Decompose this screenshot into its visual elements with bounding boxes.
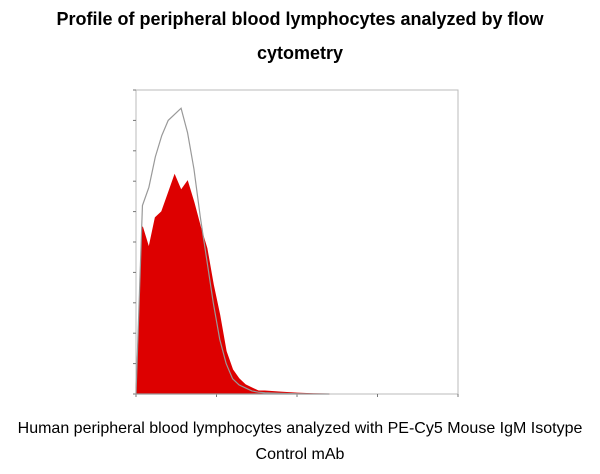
chart-caption: Human peripheral blood lymphocytes analy…: [17, 420, 583, 463]
chart-title: Profile of peripheral blood lymphocytes …: [56, 9, 544, 63]
series-filled-area: [135, 173, 330, 395]
series-outline-line: [135, 107, 330, 395]
histogram-svg: [133, 89, 459, 397]
histogram-plot: [110, 82, 470, 402]
